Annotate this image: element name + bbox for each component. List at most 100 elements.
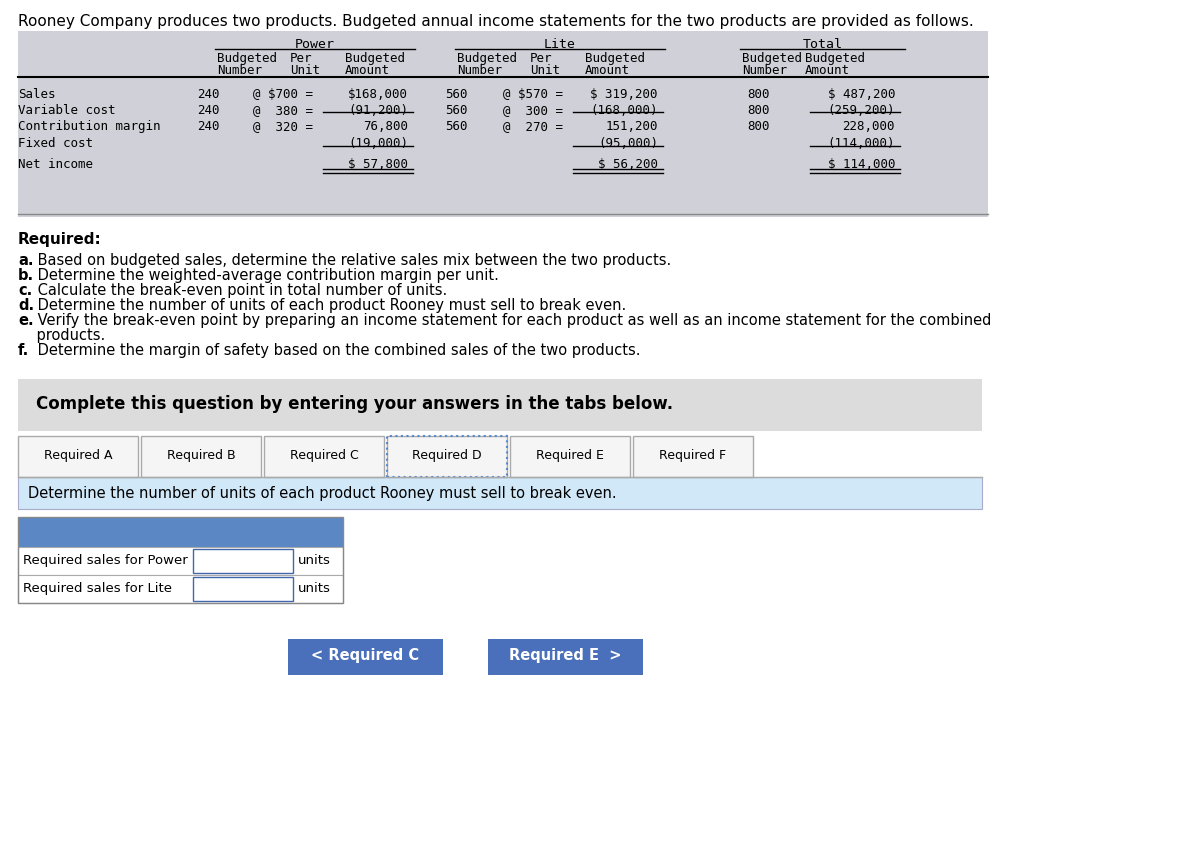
Text: 560: 560 [445,88,468,101]
Text: Number: Number [742,64,787,77]
Text: $ 57,800: $ 57,800 [348,158,408,170]
Text: Determine the weighted-average contribution margin per unit.: Determine the weighted-average contribut… [34,268,499,282]
Text: @ $570 =: @ $570 = [503,88,563,101]
Text: Required A: Required A [43,449,113,461]
Text: $ 319,200: $ 319,200 [590,88,658,101]
Bar [386,437,508,478]
Text: Budgeted: Budgeted [457,52,517,65]
Text: Per: Per [530,52,552,65]
Text: Per: Per [290,52,312,65]
Bar [18,575,343,604]
Bar [193,549,293,573]
Text: 240: 240 [198,88,220,101]
Text: Unit: Unit [530,64,560,77]
Text: Budgeted: Budgeted [217,52,277,65]
Text: Budgeted: Budgeted [586,52,646,65]
Text: products.: products. [18,328,106,343]
Bar [634,437,754,478]
Text: 151,200: 151,200 [606,120,658,133]
Bar [18,517,343,604]
Text: $ 114,000: $ 114,000 [828,158,895,170]
Text: Determine the number of units of each product Rooney must sell to break even.: Determine the number of units of each pr… [34,298,626,313]
Bar [488,639,643,675]
Text: $168,000: $168,000 [348,88,408,101]
Text: Required E  >: Required E > [509,647,622,662]
Text: units: units [298,554,331,567]
Text: Calculate the break-even point in total number of units.: Calculate the break-even point in total … [34,282,448,298]
Text: Variable cost: Variable cost [18,104,115,117]
Text: 240: 240 [198,104,220,117]
Text: Lite: Lite [544,38,576,51]
Text: (91,200): (91,200) [348,104,408,117]
Text: f.: f. [18,343,29,357]
Text: Required F: Required F [660,449,726,461]
Text: @  270 =: @ 270 = [503,120,563,133]
Text: Required E: Required E [536,449,604,461]
Text: Verify the break-even point by preparing an income statement for each product as: Verify the break-even point by preparing… [34,313,991,328]
Text: a.: a. [18,253,34,268]
Text: Budgeted: Budgeted [742,52,802,65]
Text: Required C: Required C [289,449,359,461]
Text: Contribution margin: Contribution margin [18,120,161,133]
Text: c.: c. [18,282,32,298]
Text: @  320 =: @ 320 = [253,120,313,133]
Bar [18,517,343,548]
Text: 76,800: 76,800 [364,120,408,133]
Text: Determine the margin of safety based on the combined sales of the two products.: Determine the margin of safety based on … [34,343,641,357]
Text: Required sales for Power: Required sales for Power [23,554,187,567]
Text: Amount: Amount [805,64,850,77]
Text: d.: d. [18,298,34,313]
Bar [18,32,988,218]
Text: 560: 560 [445,120,468,133]
Text: 560: 560 [445,104,468,117]
Text: Unit: Unit [290,64,320,77]
Bar [386,437,508,478]
Text: Complete this question by entering your answers in the tabs below.: Complete this question by entering your … [36,394,673,412]
Text: e.: e. [18,313,34,328]
Text: 800: 800 [748,120,770,133]
Text: Number: Number [217,64,262,77]
Text: Power: Power [295,38,335,51]
Text: Required:: Required: [18,232,102,247]
Text: Required sales for Lite: Required sales for Lite [23,581,172,594]
Text: Required B: Required B [167,449,235,461]
Text: $ 56,200: $ 56,200 [598,158,658,170]
Text: Number: Number [457,64,502,77]
Text: Determine the number of units of each product Rooney must sell to break even.: Determine the number of units of each pr… [28,486,617,500]
Text: < Required C: < Required C [312,647,420,662]
Text: (259,200): (259,200) [828,104,895,117]
Text: Rooney Company produces two products. Budgeted annual income statements for the : Rooney Company produces two products. Bu… [18,14,973,29]
Text: (168,000): (168,000) [590,104,658,117]
Text: (19,000): (19,000) [348,137,408,150]
Text: Budgeted: Budgeted [805,52,865,65]
Text: units: units [298,581,331,594]
Bar [193,578,293,601]
Bar [18,548,343,575]
Text: @ $700 =: @ $700 = [253,88,313,101]
Text: Sales: Sales [18,88,55,101]
Text: 800: 800 [748,104,770,117]
Text: 240: 240 [198,120,220,133]
Text: $ 487,200: $ 487,200 [828,88,895,101]
Text: Based on budgeted sales, determine the relative sales mix between the two produc: Based on budgeted sales, determine the r… [34,253,671,268]
Text: Total: Total [803,38,842,51]
Text: Budgeted: Budgeted [346,52,406,65]
Text: @  300 =: @ 300 = [503,104,563,117]
Bar [142,437,262,478]
Text: (95,000): (95,000) [598,137,658,150]
Text: b.: b. [18,268,34,282]
Text: Fixed cost: Fixed cost [18,137,94,150]
Bar [18,380,982,431]
Text: 228,000: 228,000 [842,120,895,133]
Bar [264,437,384,478]
Text: Required D: Required D [412,449,482,461]
Text: Net income: Net income [18,158,94,170]
Text: Amount: Amount [346,64,390,77]
Text: Amount: Amount [586,64,630,77]
Bar [288,639,443,675]
Bar [18,437,138,478]
Text: (114,000): (114,000) [828,137,895,150]
Text: 800: 800 [748,88,770,101]
Text: @  380 =: @ 380 = [253,104,313,117]
Bar [510,437,630,478]
